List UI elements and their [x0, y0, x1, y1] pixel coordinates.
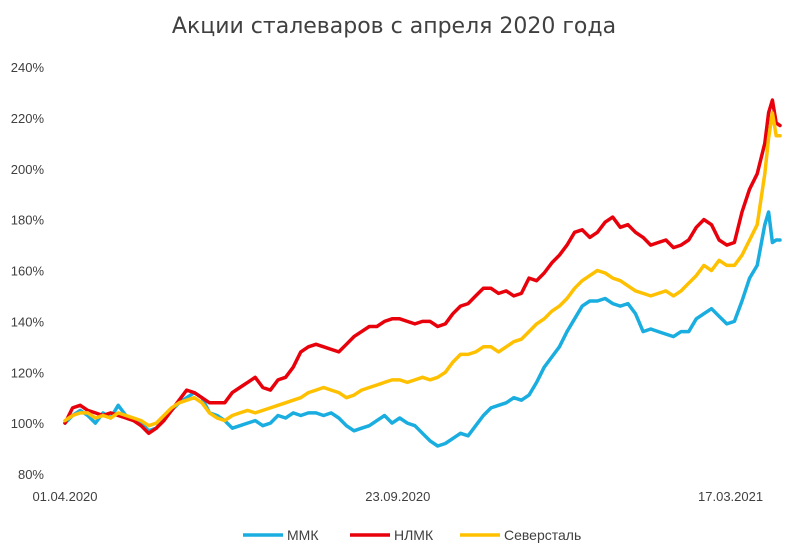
x-tick-label: 23.09.2020 — [365, 489, 430, 504]
y-tick-label: 80% — [18, 467, 44, 482]
y-tick-label: 220% — [11, 111, 45, 126]
y-axis: 80% 100% 120% 140% 160% 180% 200% 220% 240% — [11, 60, 45, 482]
legend-label: Северсталь — [504, 527, 581, 543]
y-tick-label: 160% — [11, 264, 45, 279]
y-tick-label: 120% — [11, 365, 45, 380]
x-axis: 01.04.2020 23.09.2020 17.03.2021 — [32, 489, 763, 504]
y-tick-label: 200% — [11, 162, 45, 177]
series-line-2 — [63, 98, 782, 436]
legend-label: НЛМК — [394, 527, 434, 543]
y-tick-label: 100% — [11, 416, 45, 431]
plot-area — [63, 98, 782, 448]
series-line-3 — [63, 111, 782, 428]
legend-label: ММК — [287, 527, 319, 543]
chart-title: Акции сталеваров с апреля 2020 года — [172, 14, 616, 39]
series-line-1 — [63, 210, 782, 448]
x-tick-label: 17.03.2021 — [698, 489, 763, 504]
y-tick-label: 140% — [11, 314, 45, 329]
y-tick-label: 180% — [11, 213, 45, 228]
legend: ММК НЛМК Северсталь — [243, 527, 581, 543]
x-tick-label: 01.04.2020 — [32, 489, 97, 504]
y-tick-label: 240% — [11, 60, 45, 75]
